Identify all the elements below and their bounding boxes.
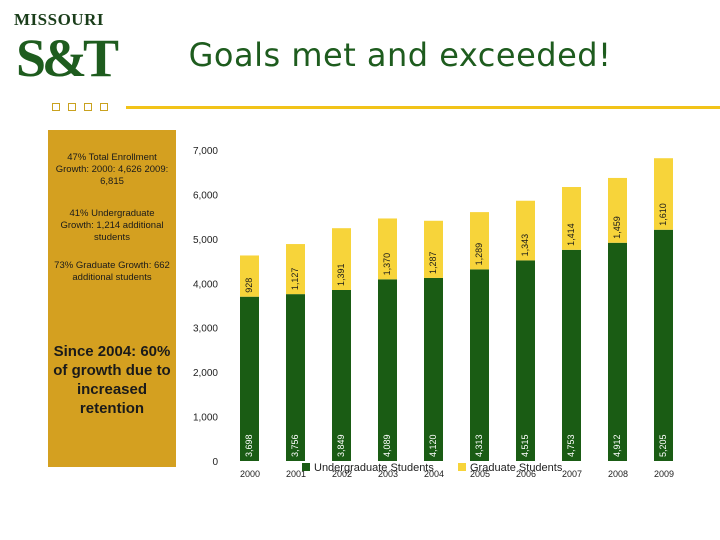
y-tick-label: 1,000 <box>193 413 218 424</box>
accent-square <box>84 103 92 111</box>
grad-value-label: 1,459 <box>612 216 622 239</box>
x-tick-label: 2005 <box>470 469 490 479</box>
x-tick-label: 2006 <box>516 469 536 479</box>
grad-growth-note: 73% Graduate Growth: 662 additional stud… <box>54 260 170 283</box>
y-tick-label: 4,000 <box>193 279 218 290</box>
grad-bar <box>654 158 673 230</box>
undergrad-bar <box>562 249 581 461</box>
undergrad-bar <box>332 289 351 461</box>
undergrad-bar <box>286 294 305 461</box>
undergrad-value-label: 3,698 <box>244 434 254 457</box>
grad-value-label: 1,414 <box>566 223 576 246</box>
x-tick-label: 2001 <box>286 469 306 479</box>
undergrad-bar <box>654 229 673 461</box>
undergrad-value-label: 4,313 <box>474 434 484 457</box>
grad-bar <box>608 177 627 243</box>
legend-label-undergrad: Undergraduate Students <box>314 462 434 474</box>
grad-value-label: 1,391 <box>336 263 346 286</box>
grad-value-label: 1,127 <box>290 268 300 291</box>
summary-panel: 47% Total Enrollment Growth: 2000: 4,626… <box>48 130 176 467</box>
legend-label-grad: Graduate Students <box>470 462 563 474</box>
value-labels: 3,698 928 3,756 1,127 3,849 1,391 4,089 1,370 4,… <box>244 203 668 457</box>
undergrad-value-label: 4,515 <box>520 434 530 457</box>
grad-value-label: 928 <box>244 278 254 293</box>
x-tick-label: 2003 <box>378 469 398 479</box>
accent-square <box>100 103 108 111</box>
undergrad-value-label: 4,753 <box>566 434 576 457</box>
undergrad-bar <box>378 279 397 461</box>
x-tick-label: 2000 <box>240 469 260 479</box>
y-tick-label: 7,000 <box>193 146 218 157</box>
undergrad-bar <box>516 260 535 461</box>
total-growth-note: 47% Total Enrollment Growth: 2000: 4,626… <box>55 152 169 187</box>
grad-value-label: 1,289 <box>474 243 484 266</box>
y-tick-label: 5,000 <box>193 235 218 246</box>
grad-bar <box>286 244 305 295</box>
grad-value-label: 1,343 <box>520 234 530 257</box>
grad-bar <box>240 255 259 297</box>
grad-bar <box>516 200 535 261</box>
y-tick-label: 6,000 <box>193 190 218 201</box>
undergrad-value-label: 3,756 <box>290 434 300 457</box>
grad-bar <box>562 187 581 250</box>
x-tick-label: 2007 <box>562 469 582 479</box>
y-axis: 0 1,000 2,000 3,000 4,000 5,000 6,000 7,000 2000… <box>193 146 674 479</box>
university-logo: MISSOURI S&T <box>14 10 119 90</box>
retention-highlight: Since 2004: 60% of growth due to increas… <box>53 343 171 417</box>
x-tick-label: 2008 <box>608 469 628 479</box>
y-tick-label: 3,000 <box>193 324 218 335</box>
logo-wordmark: MISSOURI <box>14 10 104 29</box>
slide-title: Goals met and exceeded! <box>188 36 612 74</box>
undergrad-bar <box>424 277 443 461</box>
grad-bar <box>470 212 489 270</box>
undergrad-value-label: 3,849 <box>336 434 346 457</box>
x-tick-label: 2009 <box>654 469 674 479</box>
undergrad-value-label: 5,205 <box>658 434 668 457</box>
title-accent-line <box>126 106 720 109</box>
accent-square <box>68 103 76 111</box>
undergrad-value-label: 4,912 <box>612 434 622 457</box>
y-tick-label: 2,000 <box>193 368 218 379</box>
undergrad-growth-note: 41% Undergraduate Growth: 1,214 addition… <box>60 208 164 243</box>
legend-swatch-undergrad <box>302 463 310 471</box>
y-tick-label: 0 <box>212 457 218 468</box>
undergrad-bar <box>608 242 627 461</box>
undergrad-bar <box>470 269 489 461</box>
logo-monogram: S&T <box>16 28 119 88</box>
undergrad-value-label: 4,120 <box>428 434 438 457</box>
undergrad-value-label: 4,089 <box>382 434 392 457</box>
grad-value-label: 1,287 <box>428 251 438 274</box>
grad-bar <box>332 228 351 290</box>
grad-bar <box>424 220 443 278</box>
accent-square <box>52 103 60 111</box>
legend-swatch-grad <box>458 463 466 471</box>
bars <box>240 158 673 461</box>
grad-bar <box>378 218 397 280</box>
x-tick-label: 2002 <box>332 469 352 479</box>
grad-value-label: 1,370 <box>382 253 392 276</box>
undergrad-bar <box>240 296 259 461</box>
legend: Undergraduate Students Graduate Students <box>302 462 563 474</box>
x-tick-label: 2004 <box>424 469 444 479</box>
grad-value-label: 1,610 <box>658 203 668 226</box>
